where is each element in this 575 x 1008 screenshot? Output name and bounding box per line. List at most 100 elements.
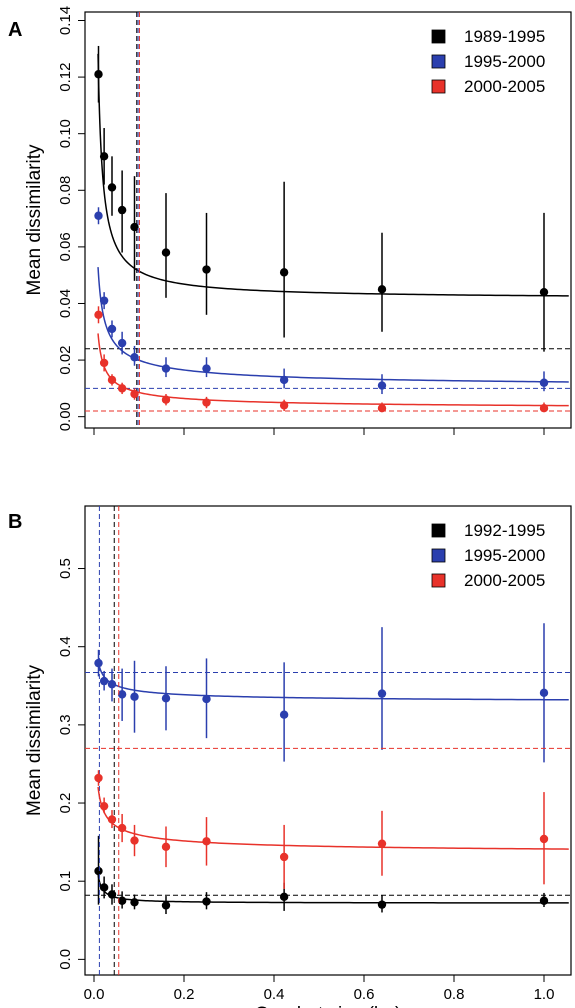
data-point bbox=[130, 389, 139, 399]
data-point bbox=[279, 268, 289, 277]
legend-swatch bbox=[431, 79, 446, 94]
fit-curve bbox=[97, 53, 569, 297]
data-point bbox=[539, 688, 549, 698]
data-point bbox=[539, 896, 549, 905]
data-point bbox=[94, 70, 103, 79]
data-point bbox=[161, 248, 171, 257]
data-point bbox=[107, 815, 117, 824]
plot-frame bbox=[84, 505, 572, 976]
data-point bbox=[99, 152, 109, 161]
data-point bbox=[99, 358, 109, 368]
panel-a: A 0.00 0.02 0.04 0.06 0.08 0.10 0.12 0.14 Mean di… bbox=[8, 6, 572, 435]
y-tick-label: 0.10 bbox=[57, 119, 74, 148]
data-point bbox=[539, 378, 549, 387]
data-point bbox=[117, 823, 127, 833]
y-tick-label: 0.14 bbox=[57, 6, 74, 35]
y-tick-label: 0.3 bbox=[57, 714, 74, 735]
x-tick-label: 0.4 bbox=[264, 986, 285, 1003]
legend-swatch bbox=[431, 548, 446, 563]
data-point bbox=[539, 287, 549, 297]
data-point bbox=[377, 839, 387, 848]
data-point bbox=[279, 710, 289, 719]
legend-swatch bbox=[431, 523, 446, 538]
data-point bbox=[130, 222, 139, 232]
fit-curve bbox=[97, 874, 569, 904]
fit-curve bbox=[97, 786, 569, 850]
data-point bbox=[107, 375, 117, 385]
data-point bbox=[202, 897, 211, 906]
data-point bbox=[130, 898, 139, 907]
data-point bbox=[117, 384, 127, 393]
y-tick-label: 0.12 bbox=[57, 62, 74, 91]
legend-label: 2000-2005 bbox=[464, 571, 545, 590]
data-point bbox=[94, 310, 103, 320]
data-point bbox=[202, 265, 211, 274]
data-point bbox=[107, 324, 117, 334]
data-point bbox=[377, 689, 387, 698]
data-point bbox=[94, 658, 103, 668]
data-point bbox=[539, 403, 549, 413]
data-point bbox=[377, 285, 387, 294]
x-axis-label: Quadrat size (ha) bbox=[255, 1004, 402, 1008]
legend-swatch bbox=[431, 573, 446, 588]
data-point bbox=[161, 842, 171, 852]
data-point bbox=[202, 364, 211, 373]
data-point bbox=[117, 690, 127, 699]
y-tick-label: 0.08 bbox=[57, 176, 74, 205]
y-tick-label: 0.00 bbox=[57, 402, 74, 431]
data-point bbox=[94, 773, 103, 783]
data-point bbox=[117, 205, 127, 215]
legend-swatch bbox=[431, 54, 446, 69]
data-point bbox=[161, 694, 171, 703]
panel-label: A bbox=[8, 19, 22, 41]
data-point bbox=[377, 381, 387, 390]
data-point bbox=[279, 852, 289, 862]
plot-area bbox=[85, 506, 571, 975]
fit-curve bbox=[97, 267, 569, 383]
legend: 1992-1995 1995-2000 2000-2005 bbox=[431, 521, 545, 590]
y-axis-label: Mean dissimilarity bbox=[24, 665, 45, 816]
legend-label: 1995-2000 bbox=[464, 52, 545, 71]
legend-swatch bbox=[431, 29, 446, 44]
y-tick-label: 0.1 bbox=[57, 871, 74, 892]
data-point bbox=[377, 403, 387, 413]
legend-label: 1995-2000 bbox=[464, 546, 545, 565]
data-point bbox=[130, 353, 139, 362]
panel-b: B 0.0 0.2 0.4 0.6 0.8 1.0 0.0 0.1 0.2 0.3 0.4 0.5 Mea… bbox=[8, 505, 572, 1008]
data-point bbox=[99, 801, 109, 811]
legend: 1989-1995 1995-2000 2000-2005 bbox=[431, 27, 545, 96]
y-axis-label: Mean dissimilarity bbox=[24, 144, 45, 295]
data-point bbox=[117, 896, 127, 905]
data-point bbox=[94, 866, 103, 876]
y-tick-label: 0.04 bbox=[57, 289, 74, 318]
data-point bbox=[202, 837, 211, 846]
data-point bbox=[539, 834, 549, 844]
data-point bbox=[377, 900, 387, 909]
legend-label: 1989-1995 bbox=[464, 27, 545, 46]
x-tick-label: 0.6 bbox=[354, 986, 375, 1003]
x-tick-label: 0.2 bbox=[174, 986, 195, 1003]
data-point bbox=[117, 338, 127, 348]
series-1995-2000 bbox=[85, 506, 571, 975]
data-point bbox=[99, 676, 109, 686]
data-point bbox=[161, 364, 171, 373]
data-point bbox=[130, 692, 139, 701]
y-tick-label: 0.2 bbox=[57, 793, 74, 814]
data-point bbox=[161, 395, 171, 404]
data-point bbox=[107, 890, 117, 899]
y-tick-label: 0.4 bbox=[57, 636, 74, 657]
series-1995-2000 bbox=[85, 12, 571, 428]
plot-frame bbox=[84, 11, 572, 429]
data-point bbox=[161, 901, 171, 910]
data-point bbox=[107, 680, 117, 689]
y-tick-label: 0.0 bbox=[57, 949, 74, 970]
data-point bbox=[279, 375, 289, 385]
x-tick-label: 1.0 bbox=[534, 986, 555, 1003]
fit-curve bbox=[97, 660, 569, 701]
data-point bbox=[99, 883, 109, 892]
data-point bbox=[107, 183, 117, 192]
x-tick-label: 0.0 bbox=[84, 986, 105, 1003]
data-point bbox=[279, 401, 289, 410]
data-point bbox=[94, 211, 103, 220]
